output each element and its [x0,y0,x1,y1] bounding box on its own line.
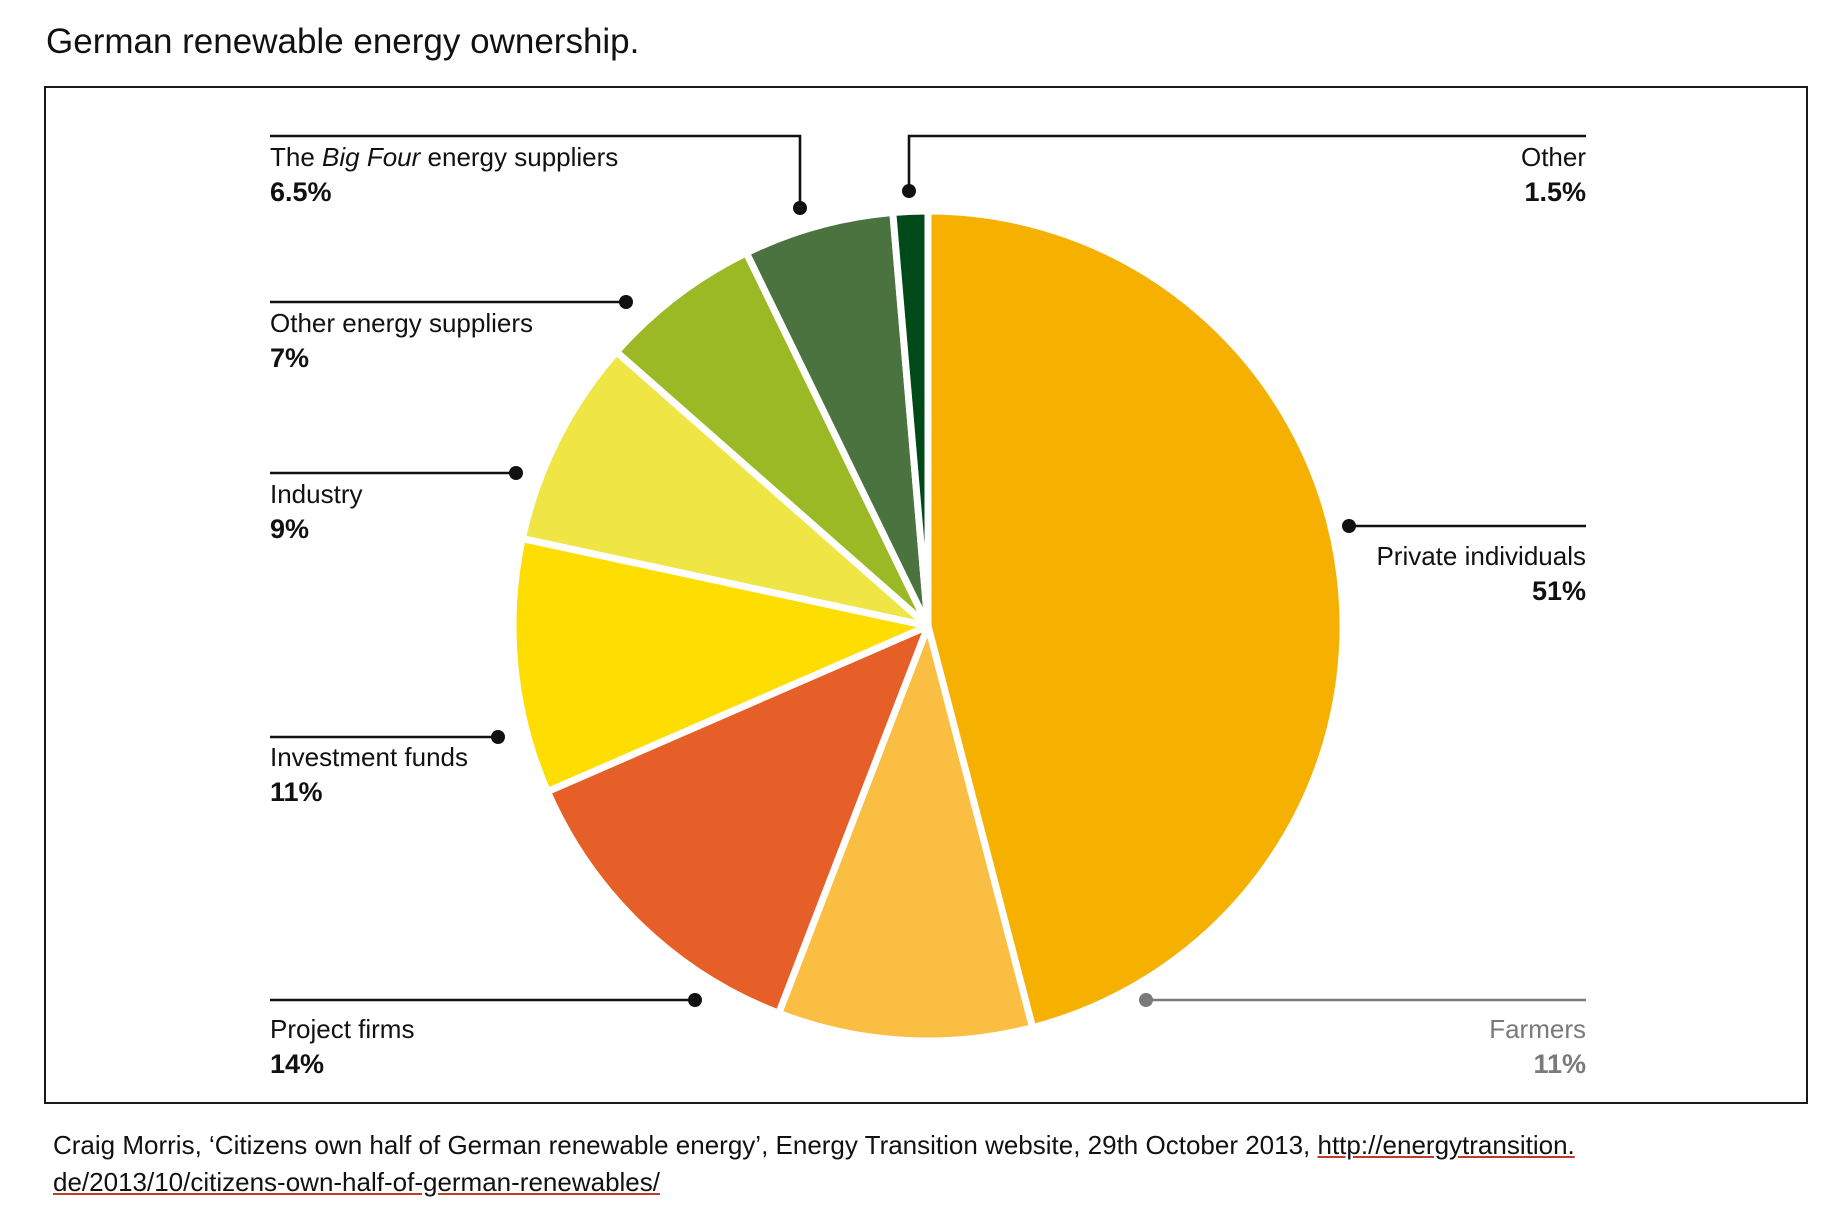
slice-value: 11% [1533,1049,1586,1079]
callout-project-firms: Project firms 14% [270,993,702,1079]
slice-value: 14% [270,1049,324,1079]
leader-dot [1139,993,1153,1007]
pie-slice-project-firms [543,622,932,1017]
callout-investment-funds: Investment funds 11% [270,730,505,807]
slice-label: Other energy suppliers [270,308,533,338]
slice-value: 9% [270,514,309,544]
slice-value: 1.5% [1524,177,1586,207]
leader-dot [491,730,505,744]
leader-dot [619,295,633,309]
callout-industry: Industry 9% [270,466,523,544]
slice-label: Investment funds [270,742,468,772]
callout-private-individuals: Private individuals 51% [1342,519,1586,606]
pie-slice-industry [518,348,932,630]
chart-frame [44,86,1808,1104]
pie-slice-farmers [775,622,1037,1045]
leader-dot [509,466,523,480]
callout-other-energy-suppliers: Other energy suppliers 7% [270,295,633,373]
pie-slice-investment-funds [509,535,932,796]
slice-label: Industry [270,479,363,509]
slice-value: 11% [270,777,323,807]
leader-dot [902,184,916,198]
leader-dot [688,993,702,1007]
slice-value: 6.5% [270,177,332,207]
pie-slice-other [889,207,932,630]
source-citation: Craig Morris, ‘Citizens own half of Germ… [53,1127,1753,1201]
slice-label: Project firms [270,1014,414,1044]
slice-label: Farmers [1489,1014,1586,1044]
callout-farmers: Farmers 11% [1139,993,1586,1079]
source-text: Craig Morris, ‘Citizens own half of Germ… [53,1130,1318,1160]
pie-slice-other-energy-suppliers [612,249,932,630]
source-link[interactable]: http://energytransition. de/2013/10/citi… [53,1130,1575,1197]
leader-dot [1342,519,1356,533]
slice-label: The Big Four energy suppliers [270,142,618,172]
leader-dot [793,201,807,215]
slice-value: 51% [1532,576,1586,606]
callout-the-big-four-energy-suppliers: The Big Four energy suppliers 6.5% [270,134,807,215]
page-title: German renewable energy ownership. [46,22,640,61]
slice-value: 7% [270,343,309,373]
callout-other: Other 1.5% [902,134,1586,207]
leader-line [270,134,802,208]
slice-label: Other [1521,142,1586,172]
slice-label: Private individuals [1376,541,1586,571]
leader-line [907,134,1586,191]
pie-slice-private-individuals [924,207,1347,1032]
